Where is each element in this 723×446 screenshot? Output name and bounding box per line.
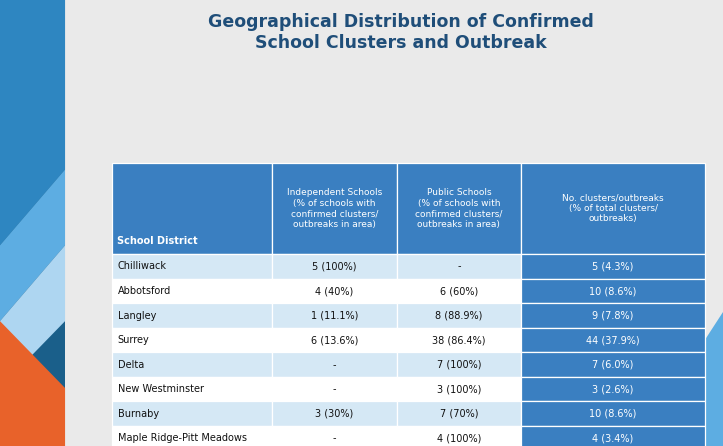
Text: Geographical Distribution of Confirmed
School Clusters and Outbreak: Geographical Distribution of Confirmed S… (208, 13, 594, 52)
Text: 6 (60%): 6 (60%) (440, 286, 478, 296)
Text: -: - (457, 261, 461, 272)
Text: Independent Schools
(% of schools with
confirmed clusters/
outbreaks in area): Independent Schools (% of schools with c… (287, 188, 382, 229)
Polygon shape (0, 245, 65, 388)
Bar (112, 426, 272, 446)
Bar (112, 377, 272, 401)
Text: 10 (8.6%): 10 (8.6%) (589, 286, 637, 296)
Text: 3 (2.6%): 3 (2.6%) (592, 384, 634, 394)
Text: 8 (88.9%): 8 (88.9%) (435, 310, 482, 321)
Bar (397, 163, 521, 254)
Text: Public Schools
(% of schools with
confirmed clusters/
outbreaks in area): Public Schools (% of schools with confir… (415, 188, 502, 229)
Bar (521, 303, 705, 328)
Text: 3 (30%): 3 (30%) (315, 409, 354, 419)
Text: 6 (13.6%): 6 (13.6%) (311, 335, 358, 345)
Bar (521, 254, 705, 279)
Bar (397, 377, 521, 401)
Text: Maple Ridge-Pitt Meadows: Maple Ridge-Pitt Meadows (118, 433, 247, 443)
Bar (521, 163, 705, 254)
Polygon shape (0, 169, 65, 321)
Text: Abbotsford: Abbotsford (118, 286, 171, 296)
Bar (272, 328, 397, 352)
Bar (112, 352, 272, 377)
Text: 5 (100%): 5 (100%) (312, 261, 356, 272)
Bar (112, 163, 272, 254)
Bar (397, 401, 521, 426)
Text: Delta: Delta (118, 359, 144, 370)
Bar (272, 352, 397, 377)
Bar (521, 328, 705, 352)
Bar (272, 377, 397, 401)
Bar (272, 401, 397, 426)
Text: New Westminster: New Westminster (118, 384, 204, 394)
Bar (272, 303, 397, 328)
Text: 7 (6.0%): 7 (6.0%) (592, 359, 634, 370)
Bar (397, 279, 521, 303)
Bar (521, 377, 705, 401)
Text: 7 (70%): 7 (70%) (440, 409, 478, 419)
Text: Langley: Langley (118, 310, 156, 321)
Text: 4 (40%): 4 (40%) (315, 286, 354, 296)
Text: 4 (100%): 4 (100%) (437, 433, 481, 443)
Bar (272, 163, 397, 254)
Text: 4 (3.4%): 4 (3.4%) (592, 433, 633, 443)
Text: 5 (4.3%): 5 (4.3%) (592, 261, 634, 272)
Text: -: - (333, 359, 336, 370)
Bar (112, 279, 272, 303)
Bar (521, 401, 705, 426)
Bar (397, 328, 521, 352)
Text: 1 (11.1%): 1 (11.1%) (311, 310, 358, 321)
Text: 44 (37.9%): 44 (37.9%) (586, 335, 640, 345)
Text: Surrey: Surrey (118, 335, 150, 345)
Bar (0, 0, 65, 446)
Text: 3 (100%): 3 (100%) (437, 384, 481, 394)
Text: Burnaby: Burnaby (118, 409, 159, 419)
Bar (112, 401, 272, 426)
Bar (397, 254, 521, 279)
Bar (397, 352, 521, 377)
Text: -: - (333, 433, 336, 443)
Bar (112, 303, 272, 328)
Text: No. clusters/outbreaks
(% of total clusters/
outbreaks): No. clusters/outbreaks (% of total clust… (562, 194, 664, 223)
Bar (112, 254, 272, 279)
Text: 10 (8.6%): 10 (8.6%) (589, 409, 637, 419)
Text: School District: School District (117, 236, 198, 246)
Polygon shape (0, 321, 65, 446)
Bar (521, 426, 705, 446)
Bar (397, 426, 521, 446)
Bar (272, 254, 397, 279)
Bar (521, 279, 705, 303)
Text: 9 (7.8%): 9 (7.8%) (592, 310, 634, 321)
Bar (521, 352, 705, 377)
Bar (112, 328, 272, 352)
Bar (272, 426, 397, 446)
Text: -: - (333, 384, 336, 394)
Polygon shape (0, 0, 65, 245)
Text: 38 (86.4%): 38 (86.4%) (432, 335, 486, 345)
Bar (397, 303, 521, 328)
Polygon shape (636, 312, 723, 446)
Bar (272, 279, 397, 303)
Text: Chilliwack: Chilliwack (118, 261, 167, 272)
Text: 7 (100%): 7 (100%) (437, 359, 481, 370)
